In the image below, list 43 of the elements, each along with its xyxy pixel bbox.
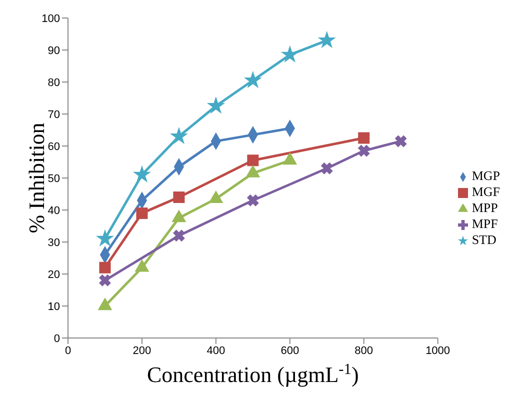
y-tick-label: 80 — [48, 76, 60, 89]
point — [321, 162, 333, 174]
legend-label: MGP — [472, 168, 500, 183]
point — [247, 154, 259, 166]
point — [208, 98, 224, 113]
x-tick-label: 400 — [206, 344, 226, 357]
y-tick-label: 30 — [48, 236, 60, 249]
point — [282, 46, 298, 62]
x-axis-title: Concentration (µgmL$^{-1}$) — [146, 360, 359, 387]
x-tick-label: 600 — [280, 344, 300, 357]
point — [244, 72, 261, 88]
y-axis-title: % Inhibition — [24, 122, 49, 234]
point — [99, 274, 111, 286]
point — [318, 32, 335, 48]
y-tick-label: 70 — [48, 108, 60, 121]
point — [358, 145, 370, 157]
y-tick-label: 40 — [48, 204, 60, 217]
point — [358, 132, 370, 144]
legend-label: MGF — [472, 184, 500, 199]
y-tick-label: 90 — [48, 44, 60, 57]
legend-label: MPF — [472, 216, 498, 231]
point — [99, 262, 111, 274]
y-tick-label: 100 — [42, 12, 60, 25]
y-tick-label: 0 — [54, 332, 60, 345]
y-tick-label: 50 — [48, 172, 60, 185]
x-tick-label: 1000 — [426, 344, 450, 357]
x-tick-label: 200 — [132, 344, 152, 357]
point — [395, 135, 407, 147]
point — [170, 128, 187, 144]
point — [247, 194, 259, 206]
point — [136, 207, 148, 219]
y-tick-label: 20 — [48, 268, 60, 281]
point — [96, 230, 113, 246]
legend-label: MPP — [472, 200, 498, 215]
point — [173, 191, 185, 203]
point — [173, 230, 185, 242]
point — [134, 166, 150, 182]
x-tick-label: 800 — [354, 344, 374, 357]
point — [283, 152, 297, 165]
x-tick-label: 0 — [64, 344, 72, 357]
y-tick-label: 60 — [48, 140, 60, 153]
legend-label: STD — [472, 232, 496, 247]
y-tick-label: 10 — [48, 300, 60, 313]
